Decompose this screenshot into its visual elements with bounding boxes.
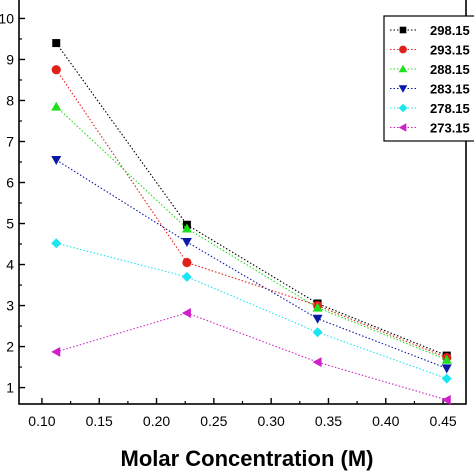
x-tick-label: 0.25 xyxy=(200,413,227,429)
legend-label: 288.15 xyxy=(430,62,470,77)
legend-label: 283.15 xyxy=(430,82,470,97)
legend-marker xyxy=(399,45,407,54)
data-point xyxy=(441,364,452,374)
x-axis-title: Molar Concentration (M) xyxy=(121,446,374,471)
y-tick-label: 7 xyxy=(6,134,14,150)
legend-marker xyxy=(398,85,408,93)
data-point xyxy=(51,155,62,165)
y-tick-label: 6 xyxy=(6,175,14,191)
legend-marker xyxy=(398,123,407,132)
y-tick-label: 5 xyxy=(6,216,14,232)
data-point xyxy=(51,65,61,75)
series-line xyxy=(56,242,447,380)
x-tick-label: 0.45 xyxy=(429,413,456,429)
data-point xyxy=(312,357,322,368)
data-point xyxy=(51,346,61,357)
data-point xyxy=(52,39,61,48)
data-point xyxy=(312,302,323,312)
series-line xyxy=(55,69,447,359)
x-tick-label: 0.35 xyxy=(315,413,342,429)
y-tick-label: 1 xyxy=(6,380,14,396)
data-point xyxy=(312,327,323,338)
y-tick-label: 8 xyxy=(6,92,14,108)
series-line xyxy=(55,106,447,361)
series-line xyxy=(56,312,447,401)
data-point xyxy=(181,237,192,247)
y-tick-label: 3 xyxy=(6,298,14,314)
data-point xyxy=(51,101,62,111)
legend-marker xyxy=(398,64,408,73)
data-point xyxy=(312,314,323,324)
data-point xyxy=(181,271,192,282)
y-tick-label: 9 xyxy=(6,51,14,67)
x-tick-label: 0.20 xyxy=(143,413,170,429)
data-point xyxy=(441,354,452,364)
data-point xyxy=(441,394,451,405)
y-tick-label: 10 xyxy=(0,10,14,26)
legend-box xyxy=(383,15,474,142)
y-tick-label: 4 xyxy=(6,257,14,273)
data-point xyxy=(51,238,62,249)
series-line xyxy=(55,159,447,369)
legend-label: 273.15 xyxy=(430,121,470,136)
legend-label: 298.15 xyxy=(430,23,470,38)
data-point xyxy=(181,223,192,233)
legend-label: 293.15 xyxy=(430,43,470,58)
data-point xyxy=(441,373,452,384)
x-tick-label: 0.10 xyxy=(28,413,55,429)
x-tick-label: 0.40 xyxy=(372,413,399,429)
x-tick-label: 0.15 xyxy=(86,413,113,429)
x-tick-label: 0.30 xyxy=(258,413,285,429)
data-point xyxy=(181,307,191,318)
legend-marker xyxy=(398,103,408,113)
legend-marker xyxy=(399,26,407,34)
series-line xyxy=(55,42,447,357)
data-point xyxy=(182,257,192,268)
y-tick-label: 2 xyxy=(6,339,14,355)
legend-label: 278.15 xyxy=(430,101,470,116)
